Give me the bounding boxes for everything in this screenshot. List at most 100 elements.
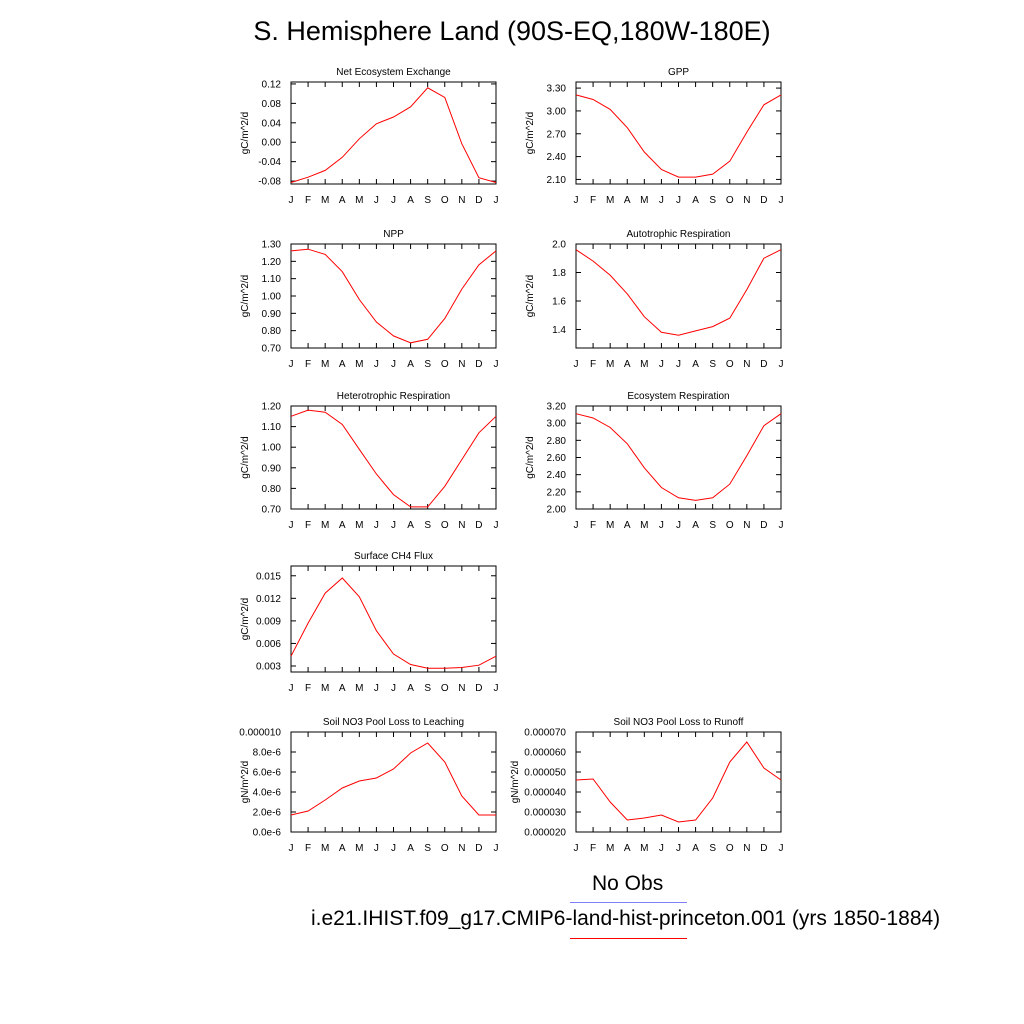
y-tick-label: 3.20 <box>547 402 567 413</box>
y-tick-label: 0.08 <box>262 99 282 110</box>
y-tick-label: 3.00 <box>547 419 567 430</box>
series-line <box>575 741 782 823</box>
panel-title: Ecosystem Respiration <box>627 391 729 402</box>
y-tick-label: 4.0e-6 <box>253 788 282 799</box>
x-tick-label: J <box>391 359 396 370</box>
x-tick-label: J <box>494 520 499 531</box>
y-axis-label: gC/m^2/d <box>240 598 251 641</box>
plot-frame <box>575 81 782 185</box>
y-tick-label: 2.0 <box>552 240 566 251</box>
x-tick-label: A <box>624 520 631 531</box>
x-tick-label: N <box>458 683 465 694</box>
x-tick-label: M <box>355 359 363 370</box>
series-line <box>290 577 497 669</box>
x-tick-label: F <box>305 683 311 694</box>
y-axis-label: gC/m^2/d <box>240 436 251 479</box>
x-tick-label: O <box>441 683 449 694</box>
y-tick-label: 0.90 <box>262 463 282 474</box>
x-tick-label: J <box>574 843 579 854</box>
x-tick-label: M <box>640 195 648 206</box>
plot-frame <box>290 731 497 833</box>
x-tick-label: J <box>391 843 396 854</box>
y-tick-label: 0.012 <box>256 594 281 605</box>
x-tick-label: J <box>391 520 396 531</box>
x-tick-label: D <box>475 195 482 206</box>
y-tick-label: 2.40 <box>547 470 567 481</box>
x-tick-label: A <box>407 359 414 370</box>
x-tick-label: O <box>441 520 449 531</box>
x-tick-label: M <box>321 195 329 206</box>
x-tick-label: J <box>494 843 499 854</box>
y-tick-label: 1.20 <box>262 257 282 268</box>
x-tick-label: M <box>606 520 614 531</box>
y-axis-label: gC/m^2/d <box>525 436 536 479</box>
y-tick-label: 2.10 <box>547 175 567 186</box>
x-tick-label: J <box>374 195 379 206</box>
series-line <box>290 87 497 183</box>
x-tick-label: S <box>424 843 431 854</box>
y-tick-label: 1.4 <box>552 325 566 336</box>
series-line <box>575 249 782 336</box>
y-axis-label: gC/m^2/d <box>525 112 536 155</box>
x-tick-label: M <box>321 520 329 531</box>
x-tick-label: M <box>355 520 363 531</box>
x-tick-label: J <box>391 195 396 206</box>
x-tick-label: M <box>355 843 363 854</box>
y-tick-label: 0.000070 <box>524 728 566 739</box>
x-tick-label: J <box>574 520 579 531</box>
x-tick-label: F <box>590 195 596 206</box>
y-tick-label: 0.80 <box>262 326 282 337</box>
y-tick-label: 1.10 <box>262 274 282 285</box>
x-tick-label: N <box>458 520 465 531</box>
x-tick-label: D <box>760 843 767 854</box>
x-tick-label: J <box>676 195 681 206</box>
plot-frame <box>575 243 782 349</box>
x-tick-label: O <box>441 195 449 206</box>
x-tick-label: A <box>339 683 346 694</box>
x-tick-label: A <box>624 195 631 206</box>
y-tick-label: 0.003 <box>256 661 281 672</box>
y-tick-label: 0.006 <box>256 639 281 650</box>
legend-line-obs <box>570 902 687 903</box>
x-tick-label: F <box>305 520 311 531</box>
x-tick-label: M <box>606 195 614 206</box>
x-tick-label: D <box>475 520 482 531</box>
x-tick-label: J <box>391 683 396 694</box>
x-tick-label: J <box>659 359 664 370</box>
x-tick-label: J <box>779 843 784 854</box>
x-tick-label: J <box>779 359 784 370</box>
x-tick-label: J <box>574 195 579 206</box>
x-tick-label: M <box>355 683 363 694</box>
panel-title: Soil NO3 Pool Loss to Runoff <box>614 717 744 728</box>
series-line <box>575 413 782 501</box>
x-tick-label: M <box>355 195 363 206</box>
x-tick-label: J <box>659 843 664 854</box>
y-tick-label: 0.000040 <box>524 788 566 799</box>
x-tick-label: M <box>606 843 614 854</box>
x-tick-label: M <box>640 843 648 854</box>
x-tick-label: A <box>339 195 346 206</box>
x-tick-label: A <box>339 520 346 531</box>
y-tick-label: 3.30 <box>547 84 567 95</box>
x-tick-label: O <box>726 843 734 854</box>
x-tick-label: J <box>374 683 379 694</box>
x-tick-label: J <box>659 195 664 206</box>
x-tick-label: N <box>743 359 750 370</box>
x-tick-label: M <box>321 359 329 370</box>
y-tick-label: 0.70 <box>262 505 282 516</box>
y-tick-label: 2.60 <box>547 453 567 464</box>
x-tick-label: J <box>289 520 294 531</box>
y-tick-label: 0.80 <box>262 484 282 495</box>
plot-frame <box>290 81 497 185</box>
y-tick-label: 0.0e-6 <box>253 828 282 839</box>
x-tick-label: N <box>458 359 465 370</box>
x-tick-label: J <box>574 359 579 370</box>
x-tick-label: A <box>407 195 414 206</box>
x-tick-label: S <box>709 520 716 531</box>
x-tick-label: N <box>743 843 750 854</box>
page-title: S. Hemisphere Land (90S-EQ,180W-180E) <box>253 16 771 46</box>
